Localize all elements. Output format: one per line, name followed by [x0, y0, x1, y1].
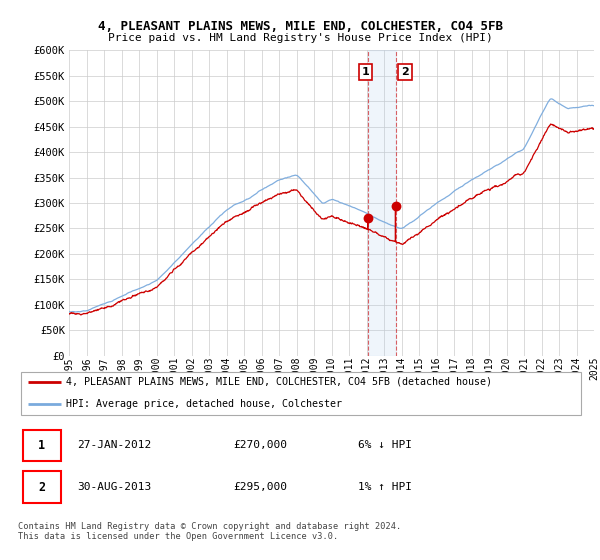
Point — [391, 201, 400, 210]
Text: 1: 1 — [361, 67, 369, 77]
Text: £270,000: £270,000 — [233, 440, 287, 450]
Text: 1: 1 — [38, 439, 46, 452]
Text: 2: 2 — [38, 480, 46, 493]
Text: 4, PLEASANT PLAINS MEWS, MILE END, COLCHESTER, CO4 5FB (detached house): 4, PLEASANT PLAINS MEWS, MILE END, COLCH… — [66, 376, 492, 386]
Text: Contains HM Land Registry data © Crown copyright and database right 2024.
This d: Contains HM Land Registry data © Crown c… — [18, 522, 401, 542]
Text: 2: 2 — [401, 67, 409, 77]
FancyBboxPatch shape — [23, 472, 61, 503]
Text: 27-JAN-2012: 27-JAN-2012 — [77, 440, 152, 450]
Text: HPI: Average price, detached house, Colchester: HPI: Average price, detached house, Colc… — [66, 399, 342, 409]
Text: 4, PLEASANT PLAINS MEWS, MILE END, COLCHESTER, CO4 5FB: 4, PLEASANT PLAINS MEWS, MILE END, COLCH… — [97, 20, 503, 34]
FancyBboxPatch shape — [23, 430, 61, 461]
Bar — [368, 50, 395, 356]
Point — [363, 214, 373, 223]
Text: 6% ↓ HPI: 6% ↓ HPI — [358, 440, 412, 450]
Text: 1% ↑ HPI: 1% ↑ HPI — [358, 482, 412, 492]
Text: Price paid vs. HM Land Registry's House Price Index (HPI): Price paid vs. HM Land Registry's House … — [107, 32, 493, 43]
FancyBboxPatch shape — [21, 371, 581, 416]
Text: £295,000: £295,000 — [233, 482, 287, 492]
Text: 30-AUG-2013: 30-AUG-2013 — [77, 482, 152, 492]
